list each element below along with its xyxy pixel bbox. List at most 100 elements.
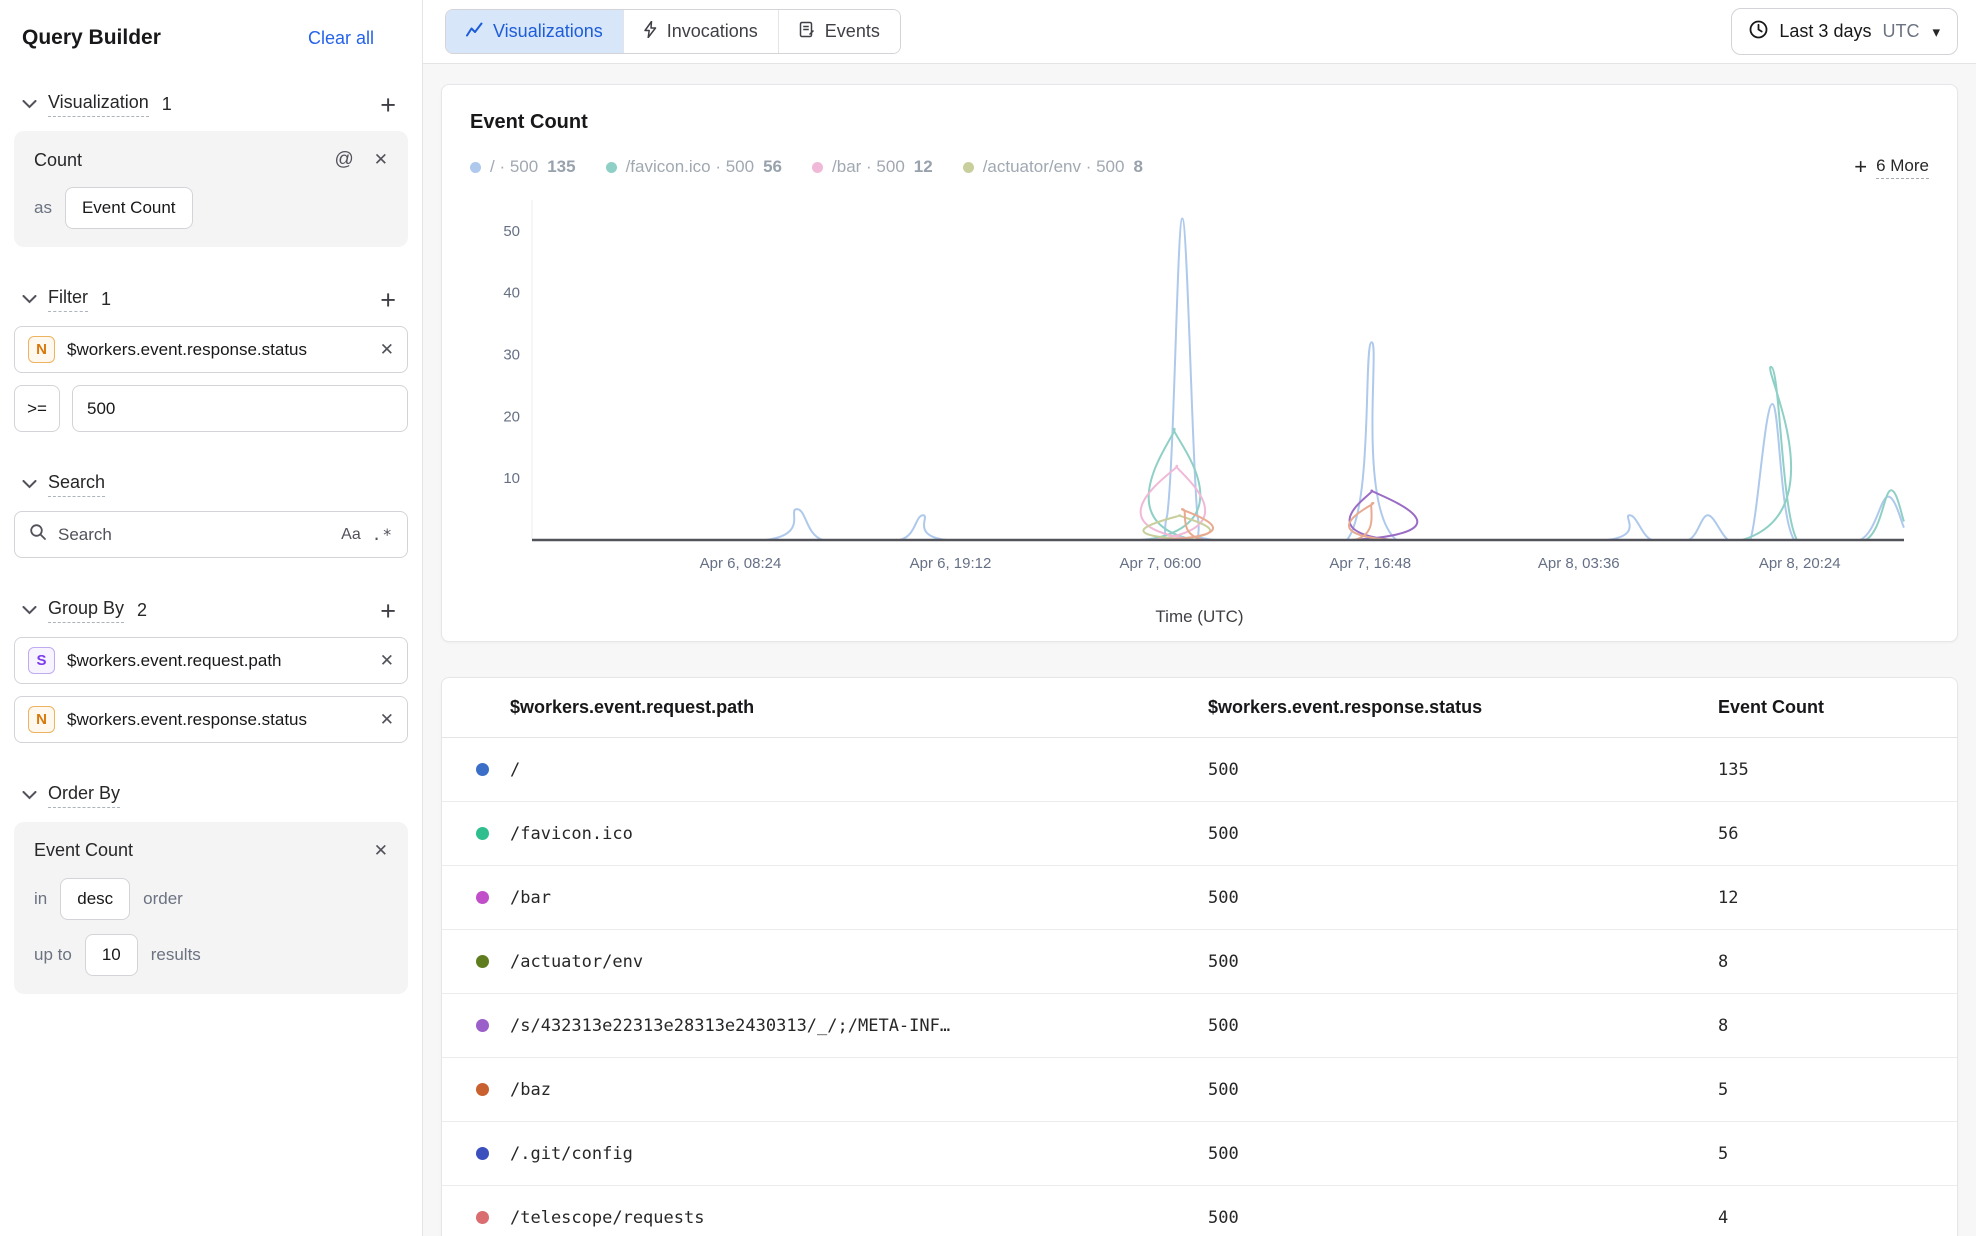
number-type-icon: N	[28, 336, 55, 363]
search-section-label: Search	[48, 472, 105, 497]
cell-status: 500	[1208, 1016, 1718, 1036]
table-row[interactable]: /baz 500 5	[442, 1058, 1957, 1122]
visualization-card: Count @ ✕ as Event Count	[14, 131, 408, 247]
time-range-dropdown[interactable]: Last 3 days UTC ▾	[1731, 8, 1958, 55]
series-dot	[476, 1083, 489, 1096]
visualization-section-header: Visualization 1 +	[22, 92, 402, 117]
legend-item[interactable]: /favicon.ico · 500 56	[606, 157, 782, 177]
table-row[interactable]: /telescope/requests 500 4	[442, 1186, 1957, 1236]
cell-status: 500	[1208, 824, 1718, 844]
add-filter-button[interactable]: +	[374, 290, 402, 310]
chevron-down-icon[interactable]	[22, 791, 40, 800]
cell-path: /.git/config	[510, 1144, 1208, 1164]
aggregate-function-label: Count	[34, 150, 82, 171]
cell-count: 5	[1718, 1080, 1923, 1100]
time-range-label: Last 3 days	[1779, 21, 1871, 42]
remove-visualization-icon[interactable]: ✕	[374, 150, 388, 170]
legend-label: /bar · 500	[832, 157, 905, 177]
up-to-label: up to	[34, 945, 72, 965]
legend-item[interactable]: / · 500 135	[470, 157, 576, 177]
table-row[interactable]: /s/432313e22313e28313e2430313/_/;/META-I…	[442, 994, 1957, 1058]
order-direction-select[interactable]: desc	[60, 878, 130, 920]
tab-label: Events	[825, 21, 880, 42]
tab-visualizations[interactable]: Visualizations	[446, 10, 623, 53]
series-dot	[476, 1019, 489, 1032]
number-type-icon: N	[28, 706, 55, 733]
group-by-field[interactable]: N $workers.event.response.status ✕	[14, 696, 408, 743]
at-sign-icon[interactable]: @	[334, 149, 353, 171]
table-row[interactable]: /.git/config 500 5	[442, 1122, 1957, 1186]
group-by-section-header: Group By 2 +	[22, 598, 402, 623]
svg-text:Apr 6, 19:12: Apr 6, 19:12	[910, 555, 992, 572]
svg-text:Apr 8, 20:24: Apr 8, 20:24	[1759, 555, 1841, 572]
page-title: Query Builder	[22, 26, 161, 50]
group-by-field[interactable]: S $workers.event.request.path ✕	[14, 637, 408, 684]
remove-group-by-icon[interactable]: ✕	[380, 710, 394, 730]
cell-status: 500	[1208, 888, 1718, 908]
show-more-series-button[interactable]: + 6 More	[1854, 154, 1929, 180]
tab-invocations[interactable]: Invocations	[623, 10, 778, 53]
add-visualization-button[interactable]: +	[374, 95, 402, 115]
series-dot	[476, 1147, 489, 1160]
series-dot	[470, 162, 481, 173]
table-row[interactable]: /bar 500 12	[442, 866, 1957, 930]
table-row[interactable]: / 500 135	[442, 738, 1957, 802]
svg-text:Apr 6, 08:24: Apr 6, 08:24	[700, 555, 782, 572]
clear-all-link[interactable]: Clear all	[308, 28, 374, 49]
search-input[interactable]	[58, 525, 330, 545]
tab-label: Visualizations	[493, 21, 603, 42]
cell-path: /actuator/env	[510, 952, 1208, 972]
remove-order-by-icon[interactable]: ✕	[374, 841, 388, 861]
filter-field-selector[interactable]: N $workers.event.response.status ✕	[14, 326, 408, 373]
svg-text:40: 40	[503, 285, 520, 302]
svg-text:Apr 7, 06:00: Apr 7, 06:00	[1120, 555, 1202, 572]
tab-events[interactable]: Events	[778, 10, 900, 53]
legend-item[interactable]: /bar · 500 12	[812, 157, 933, 177]
chart-area[interactable]: 1020304050Apr 6, 08:24Apr 6, 19:12Apr 7,…	[470, 190, 1929, 607]
series-dot	[476, 955, 489, 968]
chevron-down-icon[interactable]	[22, 480, 40, 489]
table-row[interactable]: /actuator/env 500 8	[442, 930, 1957, 994]
more-label: 6 More	[1876, 156, 1929, 179]
order-label: order	[143, 889, 183, 909]
regex-icon[interactable]: .*	[372, 525, 393, 544]
chart-legend: / · 500 135 /favicon.ico · 500 56 /bar ·…	[470, 154, 1929, 180]
event-count-chart[interactable]: 1020304050Apr 6, 08:24Apr 6, 19:12Apr 7,…	[470, 190, 1918, 602]
legend-item[interactable]: /actuator/env · 500 8	[963, 157, 1143, 177]
chevron-down-icon[interactable]	[22, 606, 40, 615]
visualization-alias-field[interactable]: Event Count	[65, 187, 193, 229]
result-limit-input[interactable]: 10	[85, 934, 138, 976]
order-by-section-header: Order By	[22, 783, 402, 808]
column-header-count: Event Count	[1718, 697, 1923, 718]
svg-text:30: 30	[503, 347, 520, 364]
legend-label: /actuator/env · 500	[983, 157, 1125, 177]
svg-text:Apr 7, 16:48: Apr 7, 16:48	[1329, 555, 1411, 572]
topbar: Visualizations Invocations Events	[423, 0, 1976, 64]
column-header-status: $workers.event.response.status	[1208, 697, 1718, 718]
filter-section-label: Filter	[48, 287, 88, 312]
tab-label: Invocations	[667, 21, 758, 42]
table-row[interactable]: /favicon.ico 500 56	[442, 802, 1957, 866]
group-by-section-label: Group By	[48, 598, 124, 623]
in-label: in	[34, 889, 47, 909]
legend-label: / · 500	[490, 157, 538, 177]
chevron-down-icon[interactable]	[22, 295, 40, 304]
filter-value-input[interactable]	[87, 399, 393, 419]
event-count-chart-card: Event Count / · 500 135 /favicon.ico · 5…	[441, 84, 1958, 642]
view-tabs: Visualizations Invocations Events	[445, 9, 901, 54]
visualization-count: 1	[162, 94, 172, 115]
search-icon	[29, 523, 47, 546]
string-type-icon: S	[28, 647, 55, 674]
cell-status: 500	[1208, 1208, 1718, 1228]
filter-operator-select[interactable]: >=	[14, 385, 60, 432]
cell-count: 5	[1718, 1144, 1923, 1164]
chevron-down-icon: ▾	[1932, 23, 1940, 41]
remove-group-by-icon[interactable]: ✕	[380, 651, 394, 671]
add-group-by-button[interactable]: +	[374, 601, 402, 621]
legend-value: 56	[763, 157, 782, 177]
as-label: as	[34, 198, 52, 218]
chevron-down-icon[interactable]	[22, 100, 40, 109]
cell-path: /	[510, 760, 1208, 780]
match-case-icon[interactable]: Aa	[341, 526, 361, 544]
remove-filter-icon[interactable]: ✕	[380, 340, 394, 360]
